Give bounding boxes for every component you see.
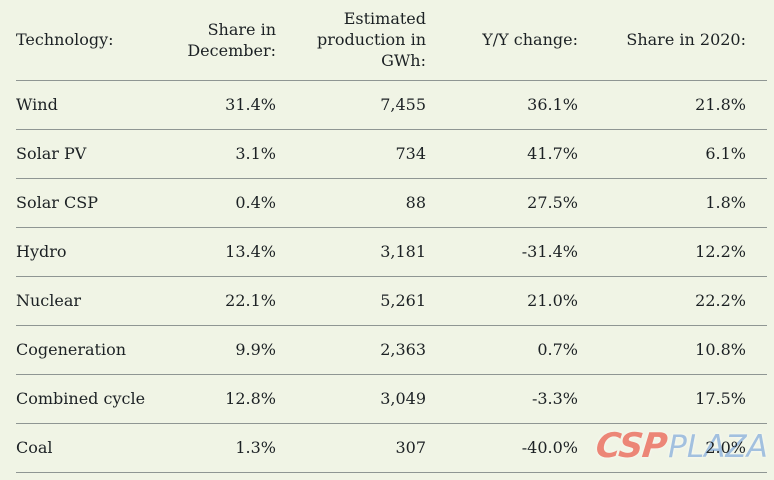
value-cell: 307 [297, 423, 447, 473]
col-header-share-2020: Share in 2020: [599, 0, 767, 81]
value-cell: 22.1% [181, 276, 297, 326]
technology-cell: Nuclear [16, 276, 181, 326]
table-row-cogeneration: Cogeneration 9.9% 2,363 0.7% 10.8% [16, 325, 767, 375]
technology-cell: Cogeneration [16, 325, 181, 375]
value-cell: 3,049 [297, 374, 447, 424]
value-cell: 2,363 [297, 325, 447, 375]
value-cell: 3,181 [297, 227, 447, 277]
value-cell: 734 [297, 129, 447, 179]
value-cell: 6.1% [599, 129, 767, 179]
table-row-coal: Coal 1.3% 307 -40.0% 2.0% [16, 423, 767, 473]
technology-cell: Solar PV [16, 129, 181, 179]
value-cell: 1.3% [181, 423, 297, 473]
technology-cell: Combined cycle [16, 374, 181, 424]
value-cell: 21.8% [599, 80, 767, 130]
col-header-production-gwh: Estimated production in GWh: [297, 0, 447, 81]
table-row-nuclear: Nuclear 22.1% 5,261 21.0% 22.2% [16, 276, 767, 326]
technology-cell: Coal [16, 423, 181, 473]
value-cell: 3.1% [181, 129, 297, 179]
value-cell: 12.2% [599, 227, 767, 277]
table-row-solar-pv: Solar PV 3.1% 734 41.7% 6.1% [16, 129, 767, 179]
header-row: Technology: Share in December: Estimated… [16, 0, 767, 81]
value-cell: -31.4% [447, 227, 599, 277]
value-cell: 22.2% [599, 276, 767, 326]
technology-cell: Wind [16, 80, 181, 130]
value-cell: 21.0% [447, 276, 599, 326]
value-cell: -3.3% [447, 374, 599, 424]
value-cell: 1.8% [599, 178, 767, 228]
value-cell: 27.5% [447, 178, 599, 228]
table-header: Technology: Share in December: Estimated… [16, 0, 767, 81]
value-cell: 13.4% [181, 227, 297, 277]
value-cell: 0.7% [447, 325, 599, 375]
value-cell: 9.9% [181, 325, 297, 375]
value-cell: 88 [297, 178, 447, 228]
technology-cell: Solar CSP [16, 178, 181, 228]
value-cell: 31.4% [181, 80, 297, 130]
col-header-share-december: Share in December: [181, 0, 297, 81]
technology-cell: Hydro [16, 227, 181, 277]
table-row-wind: Wind 31.4% 7,455 36.1% 21.8% [16, 80, 767, 130]
value-cell: 41.7% [447, 129, 599, 179]
value-cell: -40.0% [447, 423, 599, 473]
col-header-yy-change: Y/Y change: [447, 0, 599, 81]
value-cell: 2.0% [599, 423, 767, 473]
value-cell: 17.5% [599, 374, 767, 424]
value-cell: 10.8% [599, 325, 767, 375]
value-cell: 0.4% [181, 178, 297, 228]
value-cell: 5,261 [297, 276, 447, 326]
value-cell: 12.8% [181, 374, 297, 424]
table-row-combined-cycle: Combined cycle 12.8% 3,049 -3.3% 17.5% [16, 374, 767, 424]
col-header-technology: Technology: [16, 0, 181, 81]
table-row-hydro: Hydro 13.4% 3,181 -31.4% 12.2% [16, 227, 767, 277]
table-row-solar-csp: Solar CSP 0.4% 88 27.5% 1.8% [16, 178, 767, 228]
value-cell: 7,455 [297, 80, 447, 130]
value-cell: 36.1% [447, 80, 599, 130]
table-body: Wind 31.4% 7,455 36.1% 21.8% Solar PV 3.… [16, 80, 767, 473]
energy-production-table: Technology: Share in December: Estimated… [16, 0, 767, 473]
